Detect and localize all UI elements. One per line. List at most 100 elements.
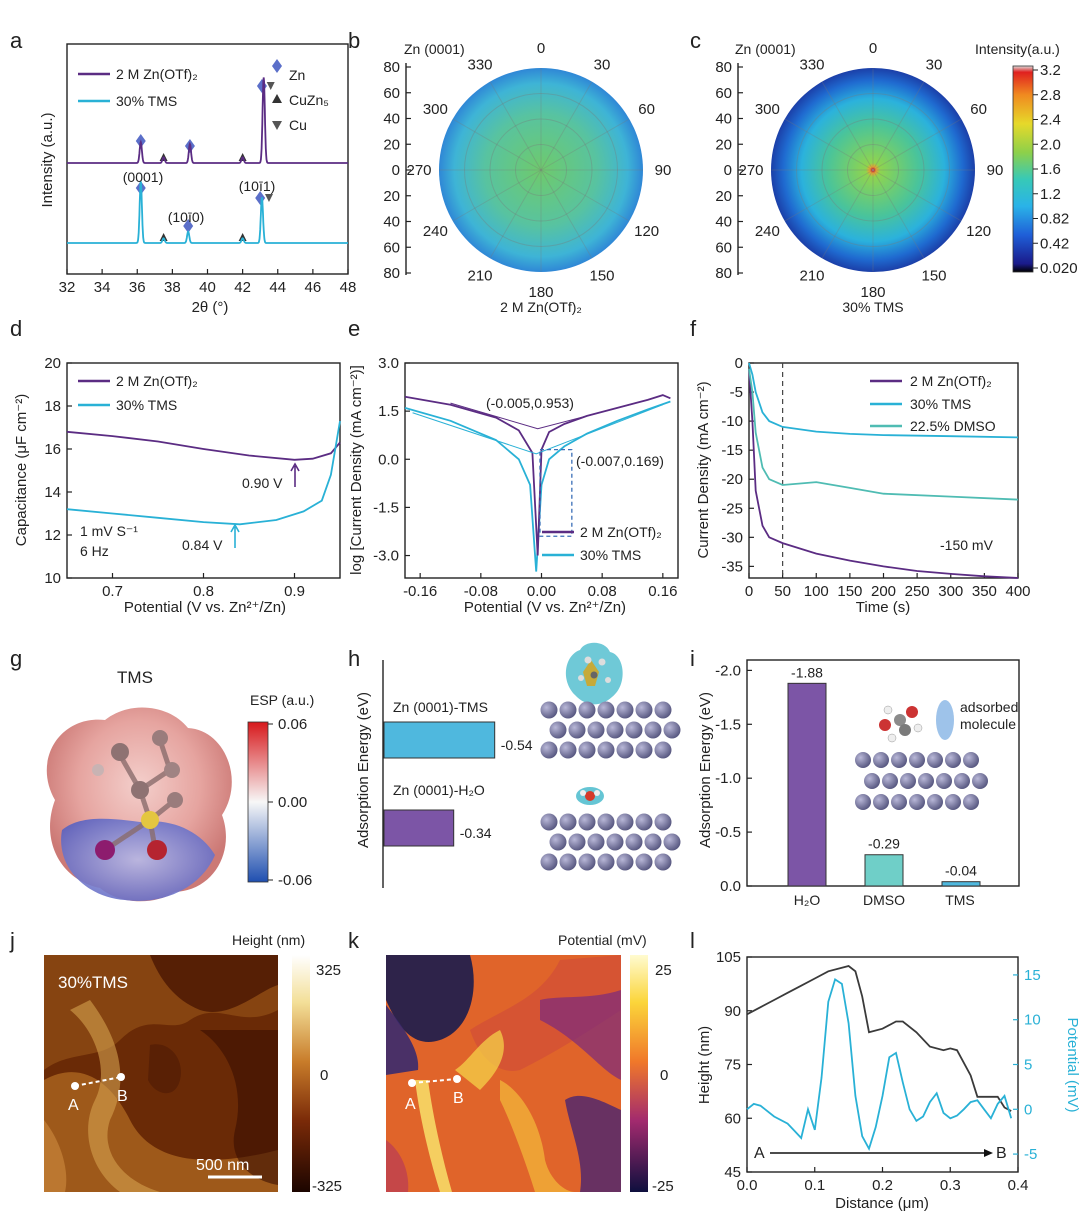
l2-ytick-label-0: -5	[1024, 1146, 1037, 1163]
colorbar-title-k: Potential (mV)	[558, 932, 647, 948]
annotation-corrosion-tms: (-0.007,0.169)	[576, 453, 664, 469]
bar-i-tms	[941, 881, 981, 887]
i-slab-atom-2-3	[909, 794, 925, 810]
d-ytick-label-0: 10	[44, 570, 61, 587]
i-slab-atom-1-1	[882, 773, 898, 789]
zn-marker-icon	[272, 59, 282, 73]
colorbar-label-k-0: 25	[655, 962, 672, 979]
f-ytick-label-5: -25	[721, 500, 743, 517]
e-xtick-label-3: 0.08	[588, 583, 617, 600]
e-ytick-label-4: 3.0	[378, 355, 399, 372]
panel-c: 80 60 40 20 0 20 40 60 80 0 30 60 90 120 150 180 210 240…	[715, 40, 1077, 315]
cuzn5-marker-icon	[272, 94, 282, 103]
line-profile-k	[411, 1078, 458, 1084]
f-ytick-label-1: -5	[730, 384, 743, 401]
h-slab-tms-atom-0-2	[578, 701, 596, 719]
bar-i-dmso	[864, 854, 904, 887]
panel-k: A B Potential (mV) 25 0 -25	[386, 932, 674, 1195]
c-angle-label-5: 150	[921, 268, 946, 285]
series-line-tms	[67, 181, 348, 244]
f-xtick-label-1: 50	[774, 583, 791, 600]
c-grid-spoke-120	[872, 169, 962, 222]
h-slab-h2o-atom-0-3	[597, 813, 615, 831]
l-xtick-label-0: 0.0	[737, 1177, 758, 1194]
panel-d: 0.7 0.8 0.9 10 12 14 16 18 20 Potential (V vs. Z…	[13, 355, 341, 616]
line-profile-j	[74, 1076, 122, 1087]
axis-title-y-i: Adsorption Energy (eV)	[697, 692, 714, 848]
d-ytick-label-4: 18	[44, 398, 61, 415]
h-slab-tms-atom-0-6	[654, 701, 672, 719]
c-rtick-label-0: 80	[715, 59, 732, 76]
polar-grid-b	[439, 68, 643, 272]
h-slab-tms-atom-0-4	[616, 701, 634, 719]
h-slab-h2o-atom-0-6	[654, 813, 672, 831]
b-angle-label-8: 240	[423, 223, 448, 240]
header-b: Zn (0001)	[404, 41, 465, 57]
b-angle-label-1: 30	[594, 56, 611, 73]
c-rtick-label-1: 60	[715, 85, 732, 102]
zn-slab-i-icon	[855, 752, 988, 810]
a-xtick-label-8: 48	[340, 279, 357, 296]
c-angle-label-2: 60	[970, 101, 987, 118]
b-rtick-label-2: 40	[383, 111, 400, 128]
b-angle-label-2: 60	[638, 101, 655, 118]
b-grid-spoke-150	[540, 169, 593, 259]
adsorbed-molecule-icon	[936, 700, 954, 740]
value-label-h-0: -0.54	[501, 737, 533, 753]
h-slab-h2o-atom-1-5	[644, 833, 662, 851]
f-xtick-label-2: 100	[804, 583, 829, 600]
a-xtick-label-7: 46	[305, 279, 322, 296]
l2-ytick-label-3: 10	[1024, 1012, 1041, 1029]
l-xtick-label-2: 0.2	[872, 1177, 893, 1194]
panel-label-e: e	[348, 316, 360, 341]
h-slab-tms-atom-0-1	[559, 701, 577, 719]
panel-label-i: i	[690, 646, 695, 671]
axis-title-y-h: Adsorption Energy (eV)	[355, 692, 372, 848]
c-angle-label-7: 210	[799, 268, 824, 285]
h-slab-tms-atom-1-0	[549, 721, 567, 739]
i-slab-atom-2-4	[927, 794, 943, 810]
point-a-j-icon	[71, 1082, 79, 1090]
axis-title-x-l: Distance (μm)	[835, 1195, 929, 1212]
series-line-dmso-f	[748, 368, 1019, 501]
legend-label-tms: 30% TMS	[116, 93, 177, 109]
axes-frame-a	[66, 43, 349, 275]
point-a-k-icon	[408, 1079, 416, 1087]
arrow-090-icon	[290, 462, 300, 487]
legend-label-tms-d: 30% TMS	[116, 397, 177, 413]
axis-title-x-d: Potential (V vs. Zn²⁺/Zn)	[124, 599, 286, 616]
axes-frame-l	[746, 956, 1019, 1173]
h-slab-h2o-atom-0-0	[540, 813, 558, 831]
i-slab-atom-1-0	[864, 773, 880, 789]
i-slab-atom-2-0	[855, 794, 871, 810]
c-grid-spoke-300	[784, 118, 874, 171]
caption-b: 2 M Zn(OTf)₂	[500, 299, 582, 315]
axis-title-x-e: Potential (V vs. Zn²⁺/Zn)	[464, 599, 626, 616]
colorbar-c	[1012, 65, 1034, 273]
scale-bar-label-j: 500 nm	[196, 1157, 249, 1174]
a-xtick-label-2: 36	[129, 279, 146, 296]
panel-g: TMS ESP (a.u.) 0.06 0.00 -0.06	[46, 668, 314, 902]
legend-label-adsorbed: adsorbed	[960, 699, 1018, 715]
b-grid-spoke-30	[540, 81, 593, 171]
h-slab-tms-atom-2-2	[578, 741, 596, 759]
annotation-10-11: (10ī1)	[239, 178, 276, 194]
tms-molecule-icon	[879, 705, 923, 743]
value-label-i-2: -0.04	[945, 863, 977, 879]
e-xtick-label-0: -0.16	[403, 583, 437, 600]
b-angle-label-10: 300	[423, 101, 448, 118]
c-grid-ring-0	[847, 144, 899, 196]
l2-ytick-label-1: 0	[1024, 1101, 1032, 1118]
c-angle-label-1: 30	[926, 56, 943, 73]
f-ytick-label-3: -15	[721, 442, 743, 459]
b-grid-ring-0	[515, 144, 567, 196]
c-rtick-label-7: 60	[715, 239, 732, 256]
e-ytick-label-1: -1.5	[373, 499, 399, 516]
panel-label-f: f	[690, 316, 697, 341]
a-xtick-label-6: 44	[269, 279, 286, 296]
colorbar-c-tick-label-0: 3.2	[1040, 62, 1061, 79]
point-b-k-icon	[453, 1075, 461, 1083]
c-angle-label-4: 120	[966, 223, 991, 240]
e-ytick-label-3: 1.5	[378, 403, 399, 420]
i-slab-atom-1-3	[918, 773, 934, 789]
